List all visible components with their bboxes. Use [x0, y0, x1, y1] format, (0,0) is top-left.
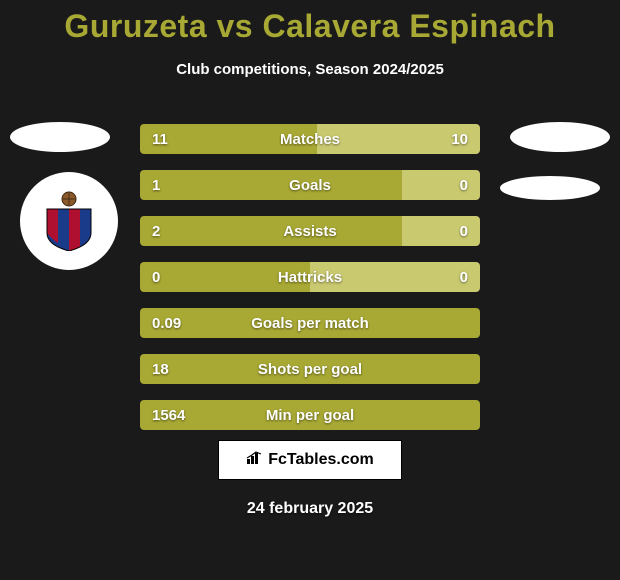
stat-value-right: 0 [460, 177, 468, 194]
stat-row: 1564Min per goal [140, 400, 480, 430]
stat-value-right: 0 [460, 269, 468, 286]
player-right-placeholder [510, 122, 610, 152]
stat-row: 1Goals0 [140, 170, 480, 200]
logo-text: FcTables.com [268, 451, 374, 469]
stat-label: Hattricks [140, 269, 480, 286]
stat-row: 18Shots per goal [140, 354, 480, 384]
stat-label: Goals per match [140, 315, 480, 332]
stat-label: Matches [140, 131, 480, 148]
eibar-shield-icon [41, 191, 97, 251]
stats-container: 11Matches101Goals02Assists00Hattricks00.… [140, 124, 480, 446]
stat-label: Min per goal [140, 407, 480, 424]
stat-label: Assists [140, 223, 480, 240]
stat-row: 11Matches10 [140, 124, 480, 154]
stat-value-right: 10 [451, 131, 468, 148]
club-right-placeholder [500, 176, 600, 200]
player-left-placeholder [10, 122, 110, 152]
stat-label: Shots per goal [140, 361, 480, 378]
comparison-title: Guruzeta vs Calavera Espinach [0, 0, 620, 45]
stat-row: 2Assists0 [140, 216, 480, 246]
club-left-badge [20, 172, 118, 270]
stat-row: 0Hattricks0 [140, 262, 480, 292]
infographic-date: 24 february 2025 [247, 500, 373, 518]
chart-icon [246, 451, 264, 469]
stat-value-right: 0 [460, 223, 468, 240]
season-subtitle: Club competitions, Season 2024/2025 [0, 61, 620, 78]
stat-row: 0.09Goals per match [140, 308, 480, 338]
fctables-logo: FcTables.com [218, 440, 402, 480]
stat-label: Goals [140, 177, 480, 194]
